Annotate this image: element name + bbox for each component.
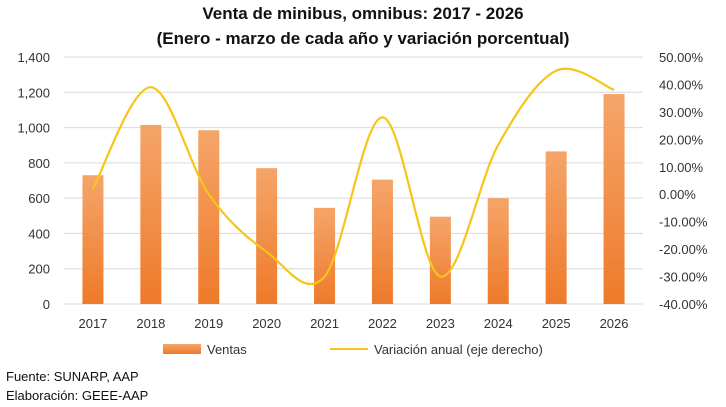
x-tick-label: 2025 (542, 316, 571, 331)
x-tick-label: 2024 (484, 316, 513, 331)
chart-subtitle: (Enero - marzo de cada año y variación p… (156, 29, 570, 48)
bar-2021 (314, 207, 336, 304)
y2-tick-label: 40.00% (659, 77, 704, 92)
legend-bar-swatch (163, 344, 201, 354)
y2-tick-label: -20.00% (659, 242, 708, 257)
line-series (91, 67, 615, 286)
y2-tick-label: -30.00% (659, 270, 708, 285)
x-tick-label: 2020 (252, 316, 281, 331)
bar-2022 (371, 179, 393, 304)
y-tick-label: 1,200 (17, 85, 50, 100)
y-tick-label: 0 (43, 297, 50, 312)
y-tick-label: 1,000 (17, 121, 50, 136)
x-tick-label: 2017 (78, 316, 107, 331)
legend-bar-label: Ventas (207, 342, 247, 357)
x-tick-label: 2026 (600, 316, 629, 331)
chart-title: Venta de minibus, omnibus: 2017 - 2026 (202, 4, 524, 23)
bar-2020 (256, 168, 278, 304)
y-tick-label: 400 (28, 226, 50, 241)
bar-series (82, 94, 625, 304)
x-axis: 2017 2018 2019 2020 2021 2022 2023 2024 2025 2026 (78, 316, 628, 331)
y-tick-label: 200 (28, 262, 50, 277)
y2-tick-label: 0.00% (659, 187, 696, 202)
bar-2025 (545, 151, 567, 304)
bar-2018 (140, 124, 162, 304)
bar-2023 (429, 216, 451, 304)
y2-tick-label: -10.00% (659, 215, 708, 230)
y2-tick-label: 50.00% (659, 50, 704, 65)
x-tick-label: 2023 (426, 316, 455, 331)
legend: Ventas Variación anual (eje derecho) (163, 342, 543, 357)
y-tick-label: 1,400 (17, 50, 50, 65)
legend-line-label: Variación anual (eje derecho) (374, 342, 543, 357)
bar-2026 (603, 94, 625, 304)
bar-2017 (82, 175, 104, 304)
x-tick-label: 2021 (310, 316, 339, 331)
x-tick-label: 2022 (368, 316, 397, 331)
y2-tick-label: 10.00% (659, 160, 704, 175)
bar-2024 (487, 198, 509, 304)
y2-tick-label: -40.00% (659, 297, 708, 312)
y-tick-label: 600 (28, 191, 50, 206)
variation-line (91, 67, 615, 286)
y2-tick-label: 30.00% (659, 105, 704, 120)
y-tick-label: 800 (28, 156, 50, 171)
right-axis: -40.00% -30.00% -20.00% -10.00% 0.00% 10.00% 2… (659, 50, 708, 312)
left-axis: 0 200 400 600 800 1,000 1,200 1,400 (17, 50, 50, 312)
bar-2019 (198, 130, 220, 304)
prepared-note: Elaboración: GEEE-AAP (6, 388, 149, 403)
y2-tick-label: 20.00% (659, 132, 704, 147)
x-tick-label: 2019 (194, 316, 223, 331)
x-tick-label: 2018 (136, 316, 165, 331)
source-note: Fuente: SUNARP, AAP (6, 369, 139, 384)
